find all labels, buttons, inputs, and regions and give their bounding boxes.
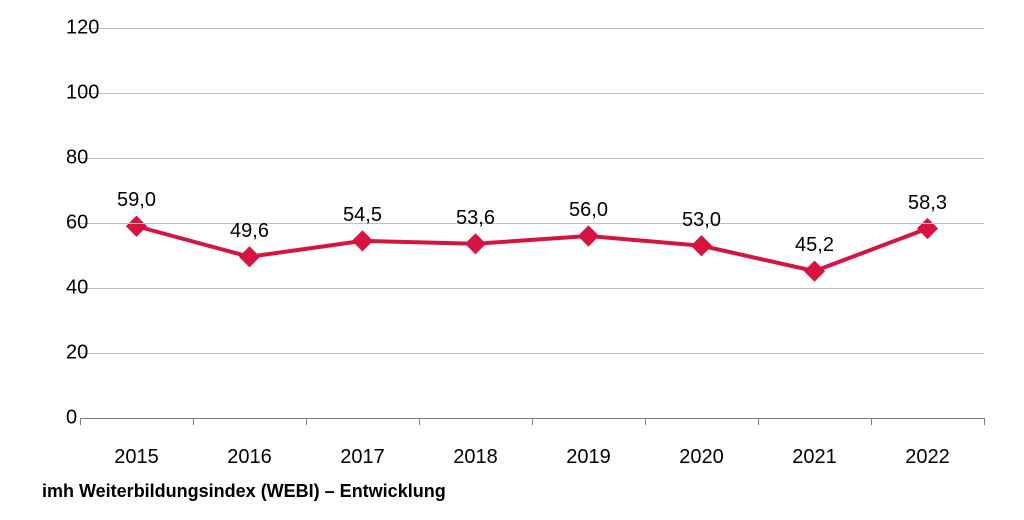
- x-tick-mark: [645, 418, 646, 425]
- x-tick-mark: [419, 418, 420, 425]
- x-tick-label: 2015: [114, 446, 159, 469]
- series-marker: [353, 231, 373, 251]
- plot-area: 0204060801001202015201620172018201920202…: [80, 28, 984, 418]
- data-label: 45,2: [795, 234, 834, 257]
- x-tick-mark: [306, 418, 307, 425]
- x-tick-label: 2021: [792, 446, 837, 469]
- series-marker: [240, 247, 260, 267]
- x-tick-label: 2020: [679, 446, 724, 469]
- chart-caption: imh Weiterbildungsindex (WEBI) – Entwick…: [42, 481, 446, 502]
- x-tick-mark: [984, 418, 985, 425]
- x-tick-label: 2016: [227, 446, 272, 469]
- series-marker: [918, 219, 938, 239]
- data-label: 58,3: [908, 192, 947, 215]
- data-label: 53,6: [456, 207, 495, 230]
- x-tick-mark: [532, 418, 533, 425]
- data-label: 59,0: [117, 189, 156, 212]
- gridline: [80, 223, 984, 224]
- x-tick-mark: [193, 418, 194, 425]
- series-marker: [692, 236, 712, 256]
- x-tick-mark: [871, 418, 872, 425]
- x-tick-label: 2019: [566, 446, 611, 469]
- x-tick-mark: [758, 418, 759, 425]
- x-tick-label: 2018: [453, 446, 498, 469]
- gridline: [80, 158, 984, 159]
- x-tick-mark: [80, 418, 81, 425]
- data-label: 54,5: [343, 204, 382, 227]
- series-marker: [805, 261, 825, 281]
- data-label: 56,0: [569, 199, 608, 222]
- gridline: [80, 288, 984, 289]
- webi-line-chart: 0204060801001202015201620172018201920202…: [0, 0, 1024, 520]
- gridline: [80, 353, 984, 354]
- x-tick-label: 2017: [340, 446, 385, 469]
- gridline: [80, 93, 984, 94]
- x-tick-label: 2022: [905, 446, 950, 469]
- data-label: 49,6: [230, 220, 269, 243]
- series-marker: [127, 216, 147, 236]
- data-label: 53,0: [682, 209, 721, 232]
- series-marker: [579, 226, 599, 246]
- gridline: [80, 28, 984, 29]
- series-marker: [466, 234, 486, 254]
